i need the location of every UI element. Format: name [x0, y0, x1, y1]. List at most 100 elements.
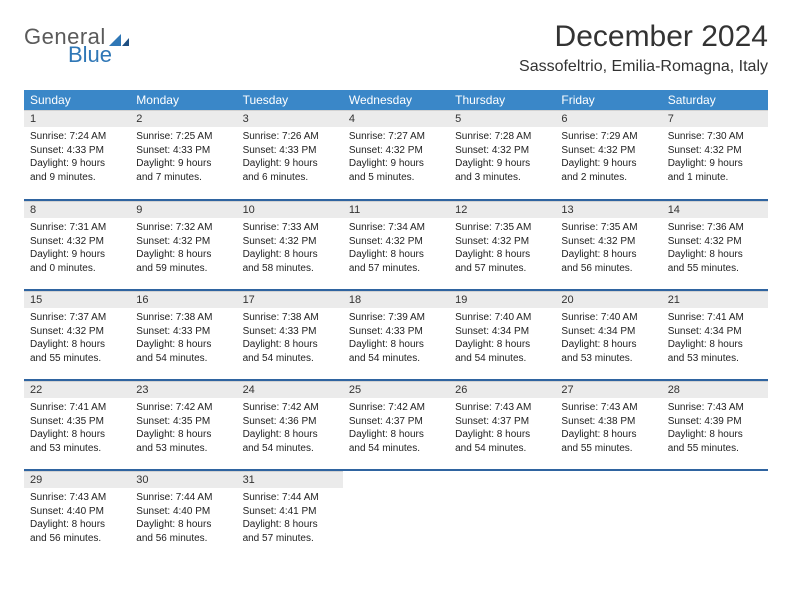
daylight-line: Daylight: 8 hours and 54 minutes.: [455, 339, 530, 364]
day-cell: 25Sunrise: 7:42 AMSunset: 4:37 PMDayligh…: [343, 380, 449, 470]
week-row: 1Sunrise: 7:24 AMSunset: 4:33 PMDaylight…: [24, 110, 768, 200]
day-number: 18: [343, 291, 449, 308]
sunset-line: Sunset: 4:33 PM: [243, 145, 317, 156]
sunset-line: Sunset: 4:32 PM: [455, 236, 529, 247]
col-tuesday: Tuesday: [237, 90, 343, 110]
day-cell: [662, 470, 768, 560]
day-number: 30: [130, 471, 236, 488]
col-thursday: Thursday: [449, 90, 555, 110]
sunrise-line: Sunrise: 7:41 AM: [668, 312, 744, 323]
day-number: 21: [662, 291, 768, 308]
day-number: 7: [662, 110, 768, 127]
day-number: 5: [449, 110, 555, 127]
sunset-line: Sunset: 4:33 PM: [349, 326, 423, 337]
sunrise-line: Sunrise: 7:35 AM: [455, 222, 531, 233]
sunrise-line: Sunrise: 7:42 AM: [136, 402, 212, 413]
day-details: Sunrise: 7:37 AMSunset: 4:32 PMDaylight:…: [24, 308, 130, 370]
sunset-line: Sunset: 4:32 PM: [136, 236, 210, 247]
day-number: 17: [237, 291, 343, 308]
day-details: Sunrise: 7:40 AMSunset: 4:34 PMDaylight:…: [555, 308, 661, 370]
day-details: Sunrise: 7:41 AM Sunset: 4:34 PM Daylight:…: [662, 308, 768, 370]
daylight-line: Daylight: 8 hours and 53 minutes.: [30, 429, 105, 454]
sunrise-line: Sunrise: 7:41 AM: [30, 402, 106, 413]
day-number: 24: [237, 381, 343, 398]
sunset-line: Sunset: 4:33 PM: [243, 326, 317, 337]
day-cell: 18Sunrise: 7:39 AMSunset: 4:33 PMDayligh…: [343, 290, 449, 380]
day-cell: 12 Sunrise: 7:35 AM Sunset: 4:32 PM Dayligh…: [449, 200, 555, 290]
day-cell: 2Sunrise: 7:25 AMSunset: 4:33 PMDaylight…: [130, 110, 236, 200]
day-cell: 20Sunrise: 7:40 AMSunset: 4:34 PMDayligh…: [555, 290, 661, 380]
sunset-line: Sunset: 4:33 PM: [30, 145, 104, 156]
daylight-line: Daylight: 8 hours and 53 minutes.: [668, 339, 743, 364]
sunset-line: Sunset: 4:32 PM: [668, 236, 742, 247]
day-details: Sunrise: 7:29 AMSunset: 4:32 PMDaylight:…: [555, 127, 661, 189]
day-number: 12: [449, 201, 555, 218]
daylight-line: Daylight: 8 hours and 54 minutes.: [349, 429, 424, 454]
sunrise-line: Sunrise: 7:36 AM: [668, 222, 744, 233]
day-cell: 19Sunrise: 7:40 AMSunset: 4:34 PMDayligh…: [449, 290, 555, 380]
day-number: 31: [237, 471, 343, 488]
sunset-line: Sunset: 4:39 PM: [668, 416, 742, 427]
day-details: Sunrise: 7:30 AMSunset: 4:32 PMDaylight:…: [662, 127, 768, 189]
day-cell: [449, 470, 555, 560]
day-details: Sunrise: 7:36 AMSunset: 4:32 PMDaylight:…: [662, 218, 768, 280]
location: Sassofeltrio, Emilia-Romagna, Italy: [519, 58, 768, 76]
sunrise-line: Sunrise: 7:27 AM: [349, 131, 425, 142]
daylight-line: Daylight: 8 hours and 56 minutes.: [30, 519, 105, 544]
sunrise-line: Sunrise: 7:39 AM: [349, 312, 425, 323]
daylight-line: Daylight: 8 hours and 57 minutes.: [349, 249, 424, 274]
day-details: Sunrise: 7:33 AMSunset: 4:32 PMDaylight:…: [237, 218, 343, 280]
sunset-line: Sunset: 4:34 PM: [668, 326, 742, 337]
day-cell: 21 Sunrise: 7:41 AM Sunset: 4:34 PM Dayligh…: [662, 290, 768, 380]
daylight-line: Daylight: 9 hours and 7 minutes.: [136, 158, 211, 183]
day-details: Sunrise: 7:39 AMSunset: 4:33 PMDaylight:…: [343, 308, 449, 370]
day-details: Sunrise: 7:38 AMSunset: 4:33 PMDaylight:…: [130, 308, 236, 370]
daylight-line: Daylight: 8 hours and 58 minutes.: [243, 249, 318, 274]
logo: General Blue: [24, 20, 129, 66]
day-cell: 16Sunrise: 7:38 AMSunset: 4:33 PMDayligh…: [130, 290, 236, 380]
daylight-line: Daylight: 8 hours and 55 minutes.: [561, 429, 636, 454]
week-row: 29Sunrise: 7:43 AMSunset: 4:40 PMDayligh…: [24, 470, 768, 560]
day-number: 27: [555, 381, 661, 398]
day-cell: 4Sunrise: 7:27 AMSunset: 4:32 PMDaylight…: [343, 110, 449, 200]
day-details: Sunrise: 7:44 AMSunset: 4:40 PMDaylight:…: [130, 488, 236, 550]
sunrise-line: Sunrise: 7:43 AM: [455, 402, 531, 413]
sunset-line: Sunset: 4:33 PM: [136, 326, 210, 337]
sunset-line: Sunset: 4:35 PM: [136, 416, 210, 427]
day-details: Sunrise: 7:35 AMSunset: 4:32 PMDaylight:…: [555, 218, 661, 280]
day-number: 29: [24, 471, 130, 488]
daylight-line: Daylight: 8 hours and 57 minutes.: [455, 249, 530, 274]
daylight-line: Daylight: 9 hours and 6 minutes.: [243, 158, 318, 183]
day-cell: 22Sunrise: 7:41 AMSunset: 4:35 PMDayligh…: [24, 380, 130, 470]
day-cell: 27Sunrise: 7:43 AMSunset: 4:38 PMDayligh…: [555, 380, 661, 470]
day-cell: 8Sunrise: 7:31 AMSunset: 4:32 PMDaylight…: [24, 200, 130, 290]
daylight-line: Daylight: 8 hours and 57 minutes.: [243, 519, 318, 544]
day-number: 2: [130, 110, 236, 127]
day-cell: 17 Sunrise: 7:38 AM Sunset: 4:33 PM Dayligh…: [237, 290, 343, 380]
week-row: 15Sunrise: 7:37 AMSunset: 4:32 PMDayligh…: [24, 290, 768, 380]
day-details: Sunrise: 7:42 AMSunset: 4:37 PMDaylight:…: [343, 398, 449, 460]
sunrise-line: Sunrise: 7:38 AM: [243, 312, 319, 323]
day-cell: 3Sunrise: 7:26 AMSunset: 4:33 PMDaylight…: [237, 110, 343, 200]
day-number: 11: [343, 201, 449, 218]
daylight-line: Daylight: 8 hours and 54 minutes.: [136, 339, 211, 364]
day-number: 3: [237, 110, 343, 127]
sunset-line: Sunset: 4:33 PM: [136, 145, 210, 156]
sunset-line: Sunset: 4:32 PM: [561, 145, 635, 156]
day-cell: 5Sunrise: 7:28 AMSunset: 4:32 PMDaylight…: [449, 110, 555, 200]
sunset-line: Sunset: 4:32 PM: [30, 326, 104, 337]
logo-triangle-icon: [109, 28, 129, 50]
col-wednesday: Wednesday: [343, 90, 449, 110]
daylight-line: Daylight: 8 hours and 55 minutes.: [30, 339, 105, 364]
day-cell: 26Sunrise: 7:43 AMSunset: 4:37 PMDayligh…: [449, 380, 555, 470]
daylight-line: Daylight: 9 hours and 5 minutes.: [349, 158, 424, 183]
day-number: 1: [24, 110, 130, 127]
day-details: Sunrise: 7:42 AMSunset: 4:36 PMDaylight:…: [237, 398, 343, 460]
day-number: 14: [662, 201, 768, 218]
daylight-line: Daylight: 8 hours and 54 minutes.: [455, 429, 530, 454]
sunset-line: Sunset: 4:32 PM: [668, 145, 742, 156]
month-title: December 2024: [519, 20, 768, 54]
day-cell: [555, 470, 661, 560]
day-number: 19: [449, 291, 555, 308]
daylight-line: Daylight: 8 hours and 54 minutes.: [243, 339, 318, 364]
